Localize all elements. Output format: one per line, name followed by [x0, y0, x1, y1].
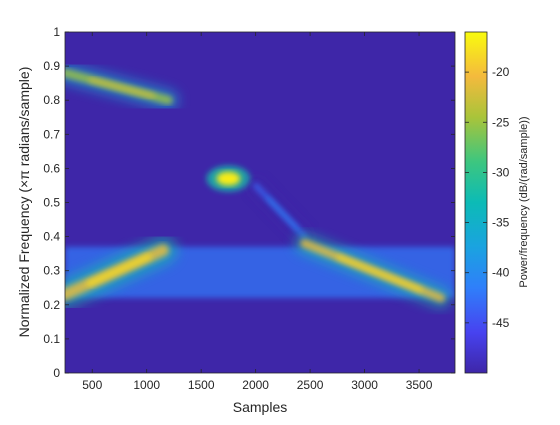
- y-tick-label: 0.9: [43, 59, 60, 73]
- x-tick-label: 2000: [242, 378, 269, 392]
- colorbar-tick-label: -25: [492, 115, 510, 129]
- x-tick-label: 500: [82, 378, 102, 392]
- y-axis-ticks: 0 0.1 0.2 0.3 0.4 0.5 0.6 0.7 0.8 0.9 1: [43, 25, 455, 380]
- feature-blob-2: [216, 171, 241, 186]
- colorbar-ticks: -45 -40 -35 -30 -25 -20: [465, 65, 510, 330]
- feature-chirp-peak-4: [336, 254, 423, 292]
- y-tick-label: 0.7: [43, 127, 60, 141]
- spectrogram-heatmap: [65, 62, 455, 309]
- y-axis-label: Normalized Frequency (×π radians/sample): [16, 67, 32, 338]
- colorbar-tick-label: -40: [492, 266, 510, 280]
- x-tick-label: 3000: [351, 378, 378, 392]
- x-tick-label: 1000: [133, 378, 160, 392]
- colorbar-tick-label: -20: [492, 65, 510, 79]
- y-tick-label: 0.1: [43, 332, 60, 346]
- y-tick-label: 0.2: [43, 298, 60, 312]
- y-tick-label: 0.6: [43, 161, 60, 175]
- y-tick-label: 0.8: [43, 93, 60, 107]
- colorbar: [464, 31, 488, 374]
- x-tick-label: 1500: [188, 378, 215, 392]
- y-tick-label: 0: [53, 366, 60, 380]
- y-tick-label: 0.3: [43, 264, 60, 278]
- feature-chirp-peak-3: [266, 196, 299, 231]
- y-tick-label: 0.5: [43, 196, 60, 210]
- colorbar-label: Power/frequency (dB/(rad/sample)): [518, 116, 530, 287]
- feature-chirp-peak-0: [88, 77, 156, 99]
- colorbar-tick-label: -45: [492, 316, 510, 330]
- x-tick-label: 3500: [406, 378, 433, 392]
- colorbar-tick-label: -35: [492, 216, 510, 230]
- y-tick-label: 1: [53, 25, 60, 39]
- colorbar-tick-label: -30: [492, 165, 510, 179]
- x-tick-label: 2500: [297, 378, 324, 392]
- x-axis-label: Samples: [233, 399, 287, 415]
- feature-chirp-peak-1: [86, 253, 152, 287]
- y-tick-label: 0.4: [43, 230, 60, 244]
- x-axis-ticks: 500 1000 1500 2000 2500 3000 3500: [82, 32, 433, 392]
